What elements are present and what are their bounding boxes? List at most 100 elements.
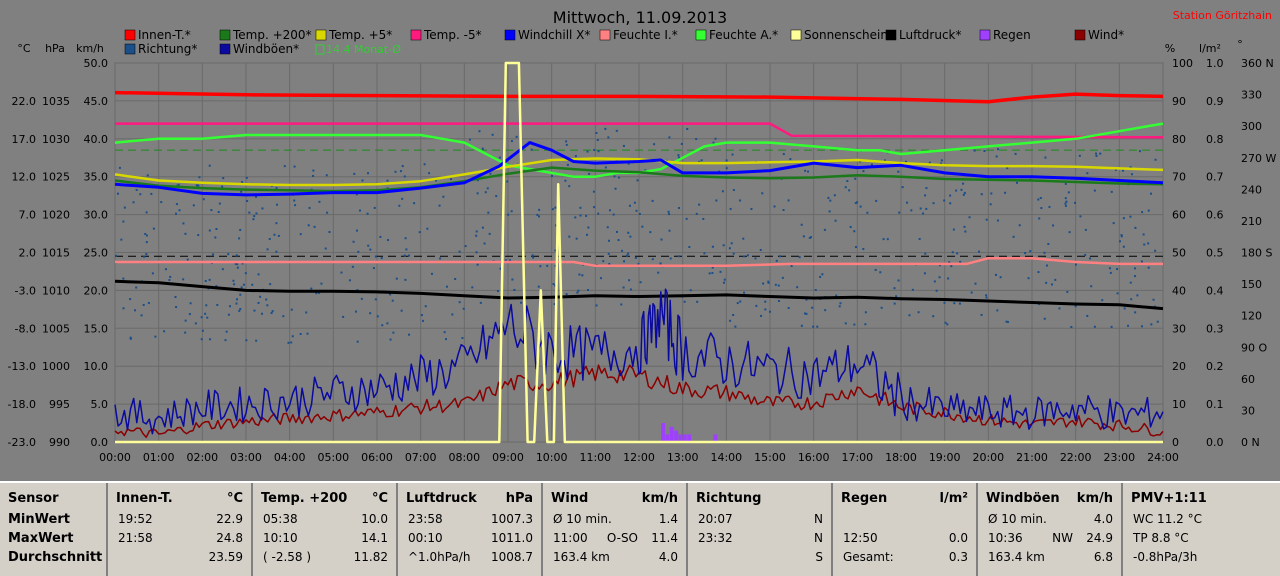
richtung-point (1074, 305, 1077, 308)
richtung-point (269, 283, 272, 286)
richtung-point (116, 192, 119, 195)
richtung-point (458, 301, 461, 304)
richtung-point (461, 337, 464, 340)
richtung-point (215, 285, 218, 288)
richtung-point (504, 259, 507, 262)
cell-value: 24.8 (216, 531, 243, 545)
richtung-point (351, 265, 354, 268)
richtung-point (893, 302, 896, 305)
cell-label: 12:50 (843, 531, 878, 545)
richtung-point (973, 149, 976, 152)
richtung-point (147, 302, 150, 305)
richtung-point (635, 209, 638, 212)
richtung-point (827, 196, 830, 199)
dir-tick-label: 270 W (1241, 152, 1276, 165)
richtung-point (488, 232, 491, 235)
cell-label: 10:10 (263, 531, 298, 545)
richtung-point (856, 201, 859, 204)
richtung-point (719, 270, 722, 273)
richtung-point (188, 313, 191, 316)
richtung-point (947, 277, 950, 280)
richtung-point (790, 264, 793, 267)
richtung-point (275, 187, 278, 190)
richtung-point (241, 262, 244, 265)
cell-label: WC 11.2 °C (1133, 512, 1202, 526)
richtung-point (702, 217, 705, 220)
richtung-point (910, 209, 913, 212)
pct-tick-label: 10 (1172, 398, 1186, 411)
temp-tick-label: -18.0 (8, 398, 36, 411)
richtung-point (299, 233, 302, 236)
dir-tick-label: 150 (1241, 278, 1262, 291)
rain-tick-label: 0.2 (1206, 360, 1224, 373)
richtung-point (812, 325, 815, 328)
richtung-point (990, 192, 993, 195)
richtung-point (978, 250, 981, 253)
hpa-tick-label: 1030 (42, 133, 70, 146)
richtung-point (870, 163, 873, 166)
richtung-point (1099, 152, 1102, 155)
richtung-point (879, 271, 882, 274)
temp200-row: 10:10 14.1 (261, 531, 388, 549)
richtung-point (233, 283, 236, 286)
richtung-point (445, 285, 448, 288)
richtung-point (948, 261, 951, 264)
temp-tick-label: 7.0 (19, 209, 37, 222)
richtung-point (478, 130, 481, 133)
rain-bar (674, 430, 679, 442)
richtung-point (1141, 325, 1144, 328)
dir-tick-label: 330 (1241, 89, 1262, 102)
richtung-point (487, 211, 490, 214)
rain-bar (678, 434, 683, 442)
richtung-point (1078, 154, 1081, 157)
richtung-point (325, 174, 328, 177)
richtung-point (739, 300, 742, 303)
richtung-point (1005, 320, 1008, 323)
richtung-point (129, 336, 132, 339)
richtung-point (1154, 158, 1157, 161)
richtung-point (566, 163, 569, 166)
richtung-point (1054, 278, 1057, 281)
legend-swatch (504, 29, 516, 41)
richtung-point (627, 162, 630, 165)
richtung-point (1138, 150, 1141, 153)
richtung-point (129, 337, 132, 340)
richtung-point (565, 140, 568, 143)
richtung-point (240, 190, 243, 193)
pct-tick-label: 20 (1172, 360, 1186, 373)
richtung-point (1122, 245, 1125, 248)
richtung-point (554, 264, 557, 267)
richtung-point (1064, 202, 1067, 205)
richtung-point (668, 229, 671, 232)
richtung-point (398, 204, 401, 207)
richtung-point (985, 218, 988, 221)
richtung-point (964, 230, 967, 233)
rain-bar (713, 434, 718, 442)
richtung-point (796, 286, 799, 289)
richtung-row: 20:07 N (696, 512, 823, 530)
richtung-point (712, 141, 715, 144)
richtung-point (677, 154, 680, 157)
richtung-point (574, 216, 577, 219)
richtung-point (1095, 152, 1098, 155)
richtung-point (874, 268, 877, 271)
richtung-point (537, 285, 540, 288)
richtung-title: Richtung (696, 491, 762, 506)
rain-tick-label: 0.3 (1206, 322, 1224, 335)
richtung-point (638, 212, 641, 215)
richtung-point (698, 160, 701, 163)
legend-swatch (979, 29, 991, 41)
richtung-point (968, 216, 971, 219)
richtung-point (164, 268, 167, 271)
richtung-point (491, 133, 494, 136)
richtung-point (660, 238, 663, 241)
pct-tick-label: 80 (1172, 133, 1186, 146)
legend-swatch (790, 29, 802, 41)
richtung-point (372, 267, 375, 270)
richtung-point (925, 207, 928, 210)
pct-tick-label: 70 (1172, 171, 1186, 184)
richtung-point (509, 259, 512, 262)
richtung-point (577, 289, 580, 292)
series-line (114, 90, 1164, 104)
cell-value: 10.0 (361, 512, 388, 526)
